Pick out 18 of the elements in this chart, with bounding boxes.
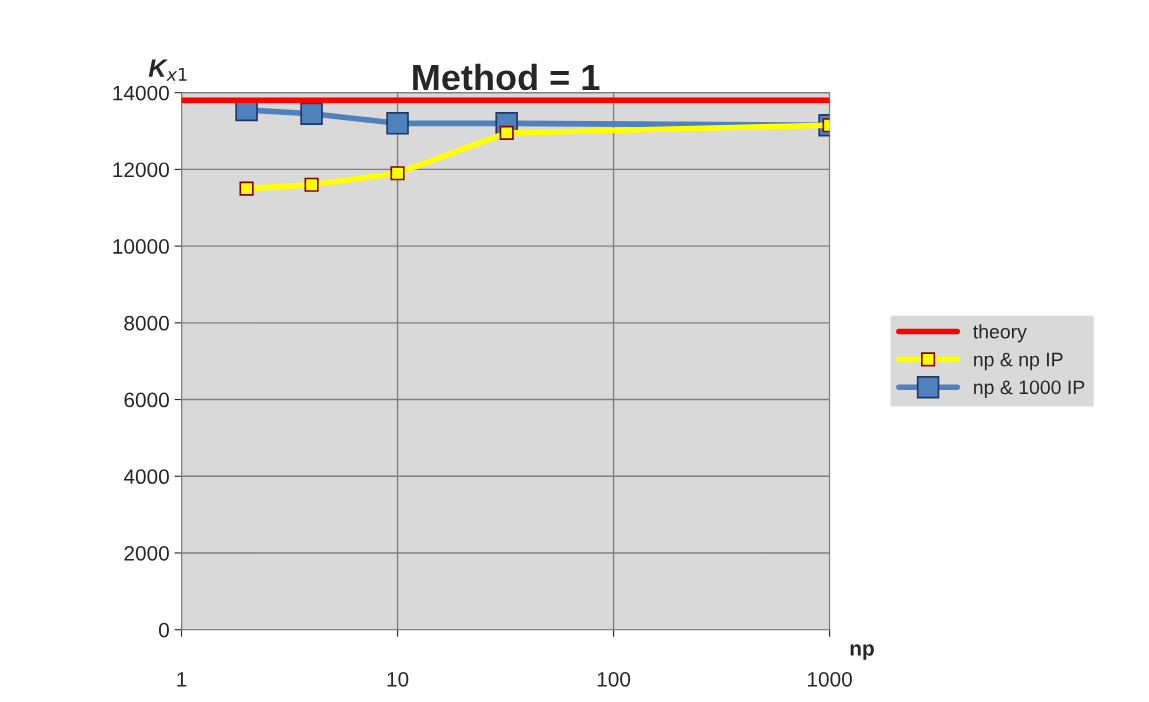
x-tick-label: 1 xyxy=(177,672,187,687)
x-axis-title: np xyxy=(850,644,874,660)
y-axis-title: K$_{x1}$ xyxy=(148,59,187,81)
y-tick-label: 6000 xyxy=(124,392,169,408)
x-tick-label: 1000 xyxy=(808,671,852,687)
legend-label: np & np IP xyxy=(974,352,1063,371)
y-tick-label: 4000 xyxy=(123,469,169,485)
y-tick-label: 0 xyxy=(158,622,169,638)
x-tick-label: 10 xyxy=(387,671,409,687)
legend-label: np & 1000 IP xyxy=(974,380,1085,399)
y-tick-label: 8000 xyxy=(124,315,169,331)
y-tick-label: 12000 xyxy=(113,162,169,178)
y-tick-label: 2000 xyxy=(124,545,169,561)
legend-label: theory xyxy=(973,324,1027,343)
y-tick-label: 10000 xyxy=(113,239,169,254)
x-tick-label: 100 xyxy=(597,671,631,687)
chart-title: Method = 1 xyxy=(413,63,600,91)
y-tick-label: 14000 xyxy=(113,85,169,101)
